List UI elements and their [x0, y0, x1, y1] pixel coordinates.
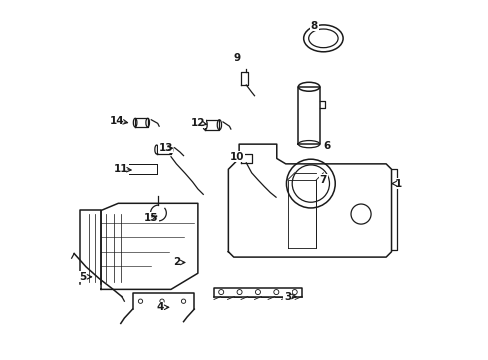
Text: 5: 5 — [80, 272, 86, 282]
Text: 10: 10 — [230, 152, 244, 162]
Text: 13: 13 — [158, 143, 172, 153]
Text: 3: 3 — [284, 292, 290, 302]
Text: 6: 6 — [323, 141, 330, 151]
Text: 12: 12 — [190, 118, 204, 128]
Text: 9: 9 — [233, 53, 241, 63]
Text: 8: 8 — [310, 21, 317, 31]
Text: 15: 15 — [144, 213, 158, 222]
Text: 1: 1 — [394, 179, 402, 189]
Text: 2: 2 — [172, 257, 180, 267]
Text: 4: 4 — [156, 302, 163, 312]
Text: 11: 11 — [113, 164, 128, 174]
Text: 14: 14 — [110, 116, 124, 126]
Text: 7: 7 — [319, 175, 326, 185]
